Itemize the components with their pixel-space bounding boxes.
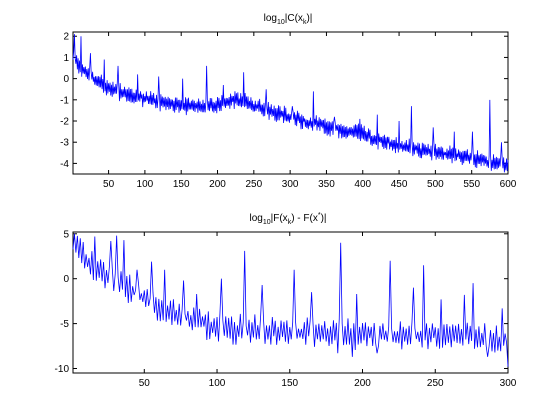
- x-tick-label: 150: [281, 378, 298, 389]
- y-tick-label: 1: [63, 53, 69, 64]
- y-tick-label: 0: [63, 274, 69, 285]
- x-tick-label: 50: [139, 378, 151, 389]
- x-tick-label: 200: [209, 179, 226, 190]
- x-tick-label: 400: [354, 179, 371, 190]
- series-line-top: [72, 34, 509, 173]
- x-tick-label: 500: [427, 179, 444, 190]
- axes-box-bottom: [72, 231, 509, 374]
- x-tick-label: 450: [391, 179, 408, 190]
- y-tick-label: 0: [63, 74, 69, 85]
- y-tick-label: -5: [60, 319, 69, 330]
- title-bottom: log10|F(xk) - F(x*)|: [249, 212, 326, 226]
- x-tick-label: 100: [209, 378, 226, 389]
- y-tick-label: 5: [63, 229, 69, 240]
- x-tick-label: 100: [137, 179, 154, 190]
- y-tick-label: -10: [55, 364, 70, 375]
- xticks-top: 50 100 150 200 250 300 350 400 450 500 550 600: [103, 32, 517, 190]
- x-tick-label: 150: [173, 179, 190, 190]
- y-tick-label: -2: [60, 117, 69, 128]
- x-tick-label: 250: [427, 378, 444, 389]
- y-tick-label: -1: [60, 95, 69, 106]
- x-tick-label: 200: [354, 378, 371, 389]
- x-tick-label: 250: [245, 179, 262, 190]
- y-tick-label: -4: [60, 159, 69, 170]
- x-tick-label: 300: [282, 179, 299, 190]
- y-tick-label: -3: [60, 138, 69, 149]
- subplot-top: log10|C(xk)| 50 100 150 200 250 300 350 400 450 5…: [60, 13, 517, 190]
- x-tick-label: 50: [103, 179, 115, 190]
- y-tick-label: 2: [63, 32, 69, 43]
- title-top: log10|C(xk)|: [264, 13, 313, 26]
- xticks-bottom: 50 100 150 200 250 300: [139, 232, 517, 389]
- x-tick-label: 300: [500, 378, 517, 389]
- series-line-bottom: [72, 233, 509, 367]
- yticks-bottom: 5 0 -5 -10: [55, 229, 508, 375]
- subplot-bottom: log10|F(xk) - F(x*)| 50 100 150 200 250 300 5…: [55, 212, 517, 389]
- x-tick-label: 550: [463, 179, 480, 190]
- x-tick-label: 600: [500, 179, 517, 190]
- x-tick-label: 350: [318, 179, 335, 190]
- yticks-top: 2 1 0 -1 -2 -3 -4: [60, 32, 508, 170]
